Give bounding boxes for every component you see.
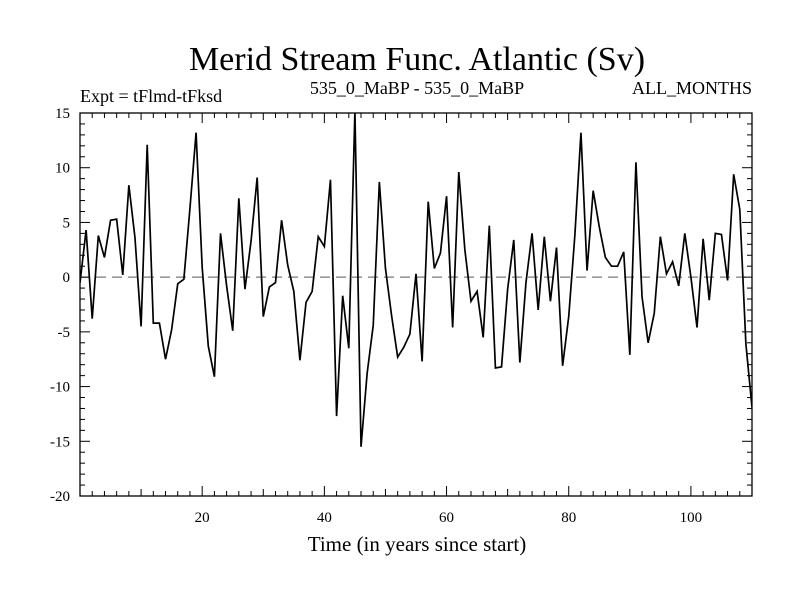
x-tick-label: 100 [680,510,703,526]
subtitle-right: ALL_MONTHS [632,78,752,98]
chart-title: Merid Stream Func. Atlantic (Sv) [189,41,645,78]
y-tick-label: -10 [50,380,70,396]
subtitle-left: Expt = tFlmd-tFksd [80,86,222,106]
y-tick-label: -15 [50,434,70,450]
x-tick-label: 20 [195,510,210,526]
y-tick-label: 15 [55,106,70,122]
y-tick-label: 10 [55,161,70,177]
x-axis-label: Time (in years since start) [308,532,527,556]
x-tick-label: 60 [439,510,454,526]
tick-marks [80,113,752,496]
plot-frame [79,112,753,497]
subtitle-center: 535_0_MaBP - 535_0_MaBP [310,78,524,98]
x-tick-labels: 20 40 60 80 100 [195,510,702,526]
y-tick-label: 0 [63,270,71,286]
y-tick-label: -20 [50,489,70,505]
data-series-line [80,113,752,447]
x-tick-label: 40 [317,510,332,526]
x-tick-label: 80 [561,510,576,526]
y-tick-label: 5 [63,215,71,231]
plot-area [79,112,753,497]
y-tick-labels: -20 -15 -10 -5 0 5 10 15 [50,106,70,505]
y-tick-label: -5 [58,325,71,341]
